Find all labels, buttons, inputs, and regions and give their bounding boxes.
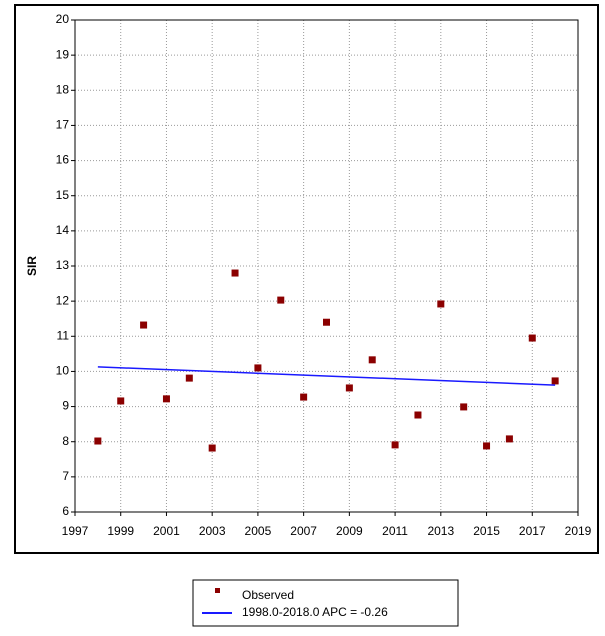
point (528, 334, 536, 342)
x-tick-label: 2003 (199, 524, 226, 538)
legend-label: 1998.0-2018.0 APC = -0.26 (242, 605, 388, 619)
point (140, 321, 148, 329)
x-tick-label: 2019 (565, 524, 592, 538)
point (117, 397, 125, 405)
point (323, 318, 330, 326)
x-tick-label: 2005 (245, 524, 272, 538)
point (277, 296, 285, 304)
point (414, 411, 422, 419)
legend-label: Observed (242, 588, 294, 602)
y-tick-label: 12 (56, 293, 70, 307)
y-tick-label: 14 (56, 223, 70, 237)
y-tick-label: 6 (62, 504, 69, 518)
point (391, 441, 399, 449)
point (483, 442, 491, 450)
legend-box (192, 579, 459, 627)
y-tick-label: 11 (57, 328, 70, 342)
x-tick-label: 2017 (519, 524, 546, 538)
point (185, 374, 193, 382)
y-tick-label: 19 (56, 47, 70, 61)
point (460, 403, 468, 411)
y-tick-label: 15 (56, 188, 70, 202)
y-tick-label: 13 (56, 258, 70, 272)
point (300, 393, 308, 401)
y-tick-label: 7 (62, 469, 69, 483)
x-tick-label: 2015 (473, 524, 500, 538)
x-tick-label: 2009 (336, 524, 363, 538)
point (208, 444, 216, 452)
point (505, 435, 513, 443)
x-tick-label: 2011 (382, 524, 408, 538)
fit-line (97, 366, 556, 386)
point (94, 437, 102, 445)
point (551, 377, 559, 385)
point (162, 395, 170, 403)
y-tick-label: 9 (62, 399, 69, 413)
x-tick-label: 1997 (62, 524, 89, 538)
y-tick-label: 8 (62, 434, 69, 448)
x-tick-label: 1999 (107, 524, 134, 538)
y-tick-label: 16 (56, 153, 70, 167)
point (368, 356, 376, 364)
chart-frame (14, 4, 599, 554)
y-tick-label: 17 (56, 118, 70, 132)
point (345, 384, 353, 392)
point (437, 300, 445, 308)
point (231, 269, 239, 277)
legend-marker (215, 588, 220, 593)
x-tick-label: 2013 (427, 524, 454, 538)
x-tick-label: 2007 (290, 524, 317, 538)
y-tick-label: 20 (56, 12, 70, 26)
plot-frame (74, 19, 579, 513)
y-tick-label: 18 (56, 82, 70, 96)
x-tick-label: 2001 (153, 524, 180, 538)
y-axis-label: SIR (25, 256, 39, 276)
point (254, 364, 262, 372)
y-tick-label: 10 (56, 364, 70, 378)
